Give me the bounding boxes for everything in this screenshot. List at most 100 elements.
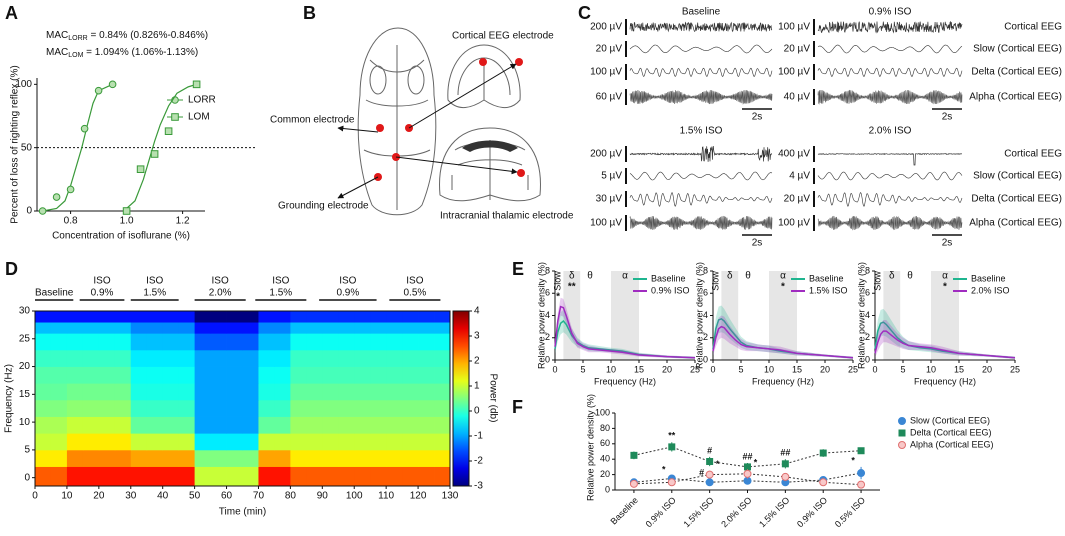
band-shade [769,271,797,360]
x-tick-label: 90 [317,491,329,502]
heatmap-cell [98,311,116,323]
heatmap-cell [434,322,451,334]
heatmap-cell [114,349,132,367]
x-tick-label: 10 [764,364,774,374]
heatmap-cell [386,322,403,334]
annotation-sub: LOM [68,52,83,59]
heatmap-cell [338,449,355,467]
heatmap-cell [82,449,100,467]
heatmap-cell [242,311,259,323]
heatmap-cell [258,383,275,401]
heatmap-cell [242,449,259,467]
x-tick-label: 0 [32,491,38,502]
heatmap-cell [66,366,84,384]
epoch-label: ISO [212,276,229,287]
band-label: Slow [552,271,562,291]
significance-mark: * [556,292,560,303]
heatmap-cell [35,466,52,487]
heatmap-cell [194,366,211,384]
legend-label: LOM [188,112,210,123]
heatmap-cell [162,449,180,467]
time-scale-label: 2s [942,112,953,123]
heatmap-cell [274,333,291,351]
legend-label: 2.0% ISO [971,285,1010,295]
heatmap-cell [242,416,259,434]
colorbar-tick-label: -3 [474,481,483,492]
heatmap-cell [434,383,451,401]
eeg-trace [817,171,963,181]
significance-mark: * [851,455,855,465]
row-label: Delta (Cortical EEG) [971,194,1062,205]
heatmap-cell [418,449,435,467]
significance-mark: ## [742,451,752,461]
band-label: δ [569,271,575,282]
y-tick-label: 50 [21,142,33,153]
y-tick-label: 40 [600,454,610,464]
legend-label: Baseline [809,273,844,283]
heatmap-cell [226,449,243,467]
epoch-label: 0.5% [403,288,426,299]
annotation: MACLOM = 1.094% (1.06%-1.13%) [46,47,198,59]
heatmap-cell [418,433,435,451]
x-tick-label: 20 [662,364,672,374]
x-tick-label: 25 [690,364,700,374]
heatmap-cell [338,349,355,367]
heatmap-cell [178,433,196,451]
heatmap-cell [162,333,180,351]
legend-label: Baseline [971,273,1006,283]
heatmap-cell [402,466,419,487]
legend-label: Baseline [651,273,686,283]
heatmap-cell [162,311,180,323]
x-tick-label: 15 [792,364,802,374]
heatmap-cell [82,383,100,401]
marker [857,469,866,478]
eeg-trace [629,171,773,181]
x-tick-label: 1.5% ISO [757,495,791,529]
heatmap-cell [402,333,419,351]
heatmap-cell [338,466,355,487]
heatmap-cell [402,416,419,434]
y-tick-label: 60 [600,438,610,448]
heatmap-cell [50,399,68,417]
marker [108,80,117,89]
heatmap-cell [35,333,52,351]
heatmap-cell [114,399,132,417]
marker [94,86,103,95]
x-tick-label: 40 [157,491,169,502]
heatmap-cell [50,366,68,384]
heatmap-cell [35,449,52,467]
scale-label: 60 µV [596,92,623,103]
heatmap-cell [114,366,132,384]
time-scale-label: 2s [752,238,763,249]
marker [667,478,676,487]
band-label: θ [907,271,913,282]
heatmap-cell [35,311,52,323]
epoch-label: 1.5% [143,288,166,299]
heatmap-cell [418,322,435,334]
heatmap-cell [82,322,100,334]
heatmap-cell [418,383,435,401]
heatmap-cell [402,311,419,323]
legend-label: Delta (Cortical EEG) [910,427,992,437]
heatmap-cell [66,322,84,334]
heatmap-cell [258,399,275,417]
heatmap-cell [82,349,100,367]
marker [898,417,906,425]
plot-frame [34,310,451,487]
x-tick-label: 25 [848,364,858,374]
scale-label: 4 µV [789,171,810,182]
band-label: Slow [872,271,882,291]
fit-curve [42,83,113,212]
significance-mark: * [716,459,720,469]
heatmap-cell [290,416,307,434]
marker [630,451,638,459]
heatmap-cell [242,349,259,367]
row-label: Delta (Cortical EEG) [971,67,1062,78]
heatmap-cell [306,416,323,434]
marker [898,429,906,437]
heatmap-cell [386,416,403,434]
marker [38,207,47,215]
heatmap-cell [66,311,84,323]
y-tick-label: 6 [703,288,708,298]
